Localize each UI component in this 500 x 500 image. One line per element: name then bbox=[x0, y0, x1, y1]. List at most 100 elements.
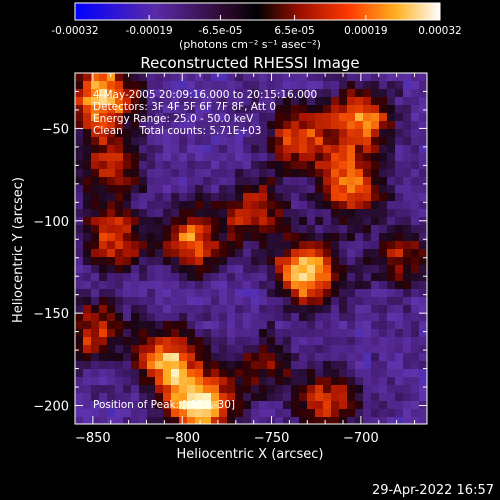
heatmap-pixel bbox=[339, 153, 348, 162]
heatmap-pixel bbox=[235, 401, 244, 410]
heatmap-pixel bbox=[307, 297, 316, 306]
heatmap-pixel bbox=[411, 73, 420, 82]
heatmap-pixel bbox=[315, 297, 324, 306]
heatmap-pixel bbox=[163, 225, 172, 234]
heatmap-pixel bbox=[363, 385, 372, 394]
heatmap-pixel bbox=[219, 337, 228, 346]
heatmap-pixel bbox=[331, 249, 340, 258]
heatmap-pixel bbox=[323, 145, 332, 154]
heatmap-pixel bbox=[195, 353, 204, 362]
heatmap-pixel bbox=[323, 137, 332, 146]
heatmap-pixel bbox=[187, 153, 196, 162]
heatmap-pixel bbox=[115, 249, 124, 258]
heatmap-pixel bbox=[219, 233, 228, 242]
heatmap-pixel bbox=[299, 361, 308, 370]
heatmap-pixel bbox=[123, 281, 132, 290]
heatmap-pixel bbox=[139, 409, 148, 418]
heatmap-pixel bbox=[339, 81, 348, 90]
heatmap-pixel bbox=[187, 241, 196, 250]
heatmap-pixel bbox=[179, 97, 188, 106]
heatmap-pixel bbox=[187, 289, 196, 298]
heatmap-pixel bbox=[243, 241, 252, 250]
heatmap-pixel bbox=[371, 345, 380, 354]
heatmap-pixel bbox=[171, 121, 180, 130]
heatmap-pixel bbox=[267, 305, 276, 314]
heatmap-pixel bbox=[107, 417, 116, 424]
heatmap-pixel bbox=[403, 193, 412, 202]
heatmap-pixel bbox=[195, 345, 204, 354]
heatmap-pixel bbox=[411, 377, 420, 386]
heatmap-pixel bbox=[187, 361, 196, 370]
heatmap-pixel bbox=[355, 73, 364, 82]
heatmap-pixel bbox=[203, 201, 212, 210]
heatmap-pixel bbox=[115, 73, 124, 82]
heatmap-pixel bbox=[187, 385, 196, 394]
heatmap-pixel bbox=[243, 153, 252, 162]
heatmap-pixel bbox=[163, 353, 172, 362]
heatmap-pixel bbox=[363, 369, 372, 378]
heatmap-pixel bbox=[283, 185, 292, 194]
heatmap-pixel bbox=[291, 345, 300, 354]
heatmap-pixel bbox=[195, 113, 204, 122]
heatmap-pixel bbox=[283, 297, 292, 306]
heatmap-pixel bbox=[187, 193, 196, 202]
heatmap-pixel bbox=[299, 201, 308, 210]
heatmap-pixel bbox=[363, 81, 372, 90]
heatmap-pixel bbox=[147, 361, 156, 370]
heatmap-pixel bbox=[299, 121, 308, 130]
heatmap-pixel bbox=[419, 281, 427, 290]
heatmap-pixel bbox=[315, 113, 324, 122]
heatmap-pixel bbox=[99, 337, 108, 346]
heatmap-pixel bbox=[267, 137, 276, 146]
heatmap-pixel bbox=[171, 329, 180, 338]
heatmap-pixel bbox=[411, 289, 420, 298]
heatmap-pixel bbox=[219, 353, 228, 362]
heatmap-pixel bbox=[243, 73, 252, 82]
heatmap-pixel bbox=[187, 337, 196, 346]
heatmap-pixel bbox=[331, 193, 340, 202]
heatmap-pixel bbox=[203, 217, 212, 226]
heatmap-pixel bbox=[323, 273, 332, 282]
heatmap-pixel bbox=[323, 169, 332, 178]
heatmap-pixel bbox=[339, 201, 348, 210]
heatmap-pixel bbox=[147, 145, 156, 154]
heatmap-pixel bbox=[163, 105, 172, 114]
heatmap-pixel bbox=[243, 185, 252, 194]
heatmap-pixel bbox=[419, 225, 427, 234]
heatmap-pixel bbox=[251, 417, 260, 424]
heatmap-pixel bbox=[131, 177, 140, 186]
heatmap-pixel bbox=[387, 393, 396, 402]
heatmap-pixel bbox=[403, 233, 412, 242]
heatmap-pixel bbox=[83, 145, 92, 154]
heatmap-pixel bbox=[347, 289, 356, 298]
heatmap-pixel bbox=[155, 377, 164, 386]
heatmap-pixel bbox=[115, 361, 124, 370]
heatmap-pixel bbox=[75, 281, 84, 290]
heatmap-pixel bbox=[203, 121, 212, 130]
heatmap-pixel bbox=[259, 137, 268, 146]
heatmap-pixel bbox=[195, 81, 204, 90]
heatmap-pixel bbox=[123, 249, 132, 258]
heatmap-pixel bbox=[387, 177, 396, 186]
heatmap-pixel bbox=[371, 265, 380, 274]
heatmap-pixel bbox=[235, 89, 244, 98]
heatmap-pixel bbox=[139, 233, 148, 242]
heatmap-pixel bbox=[259, 145, 268, 154]
heatmap-pixel bbox=[155, 385, 164, 394]
heatmap-pixel bbox=[275, 73, 284, 82]
heatmap-pixel bbox=[331, 73, 340, 82]
heatmap-pixel bbox=[227, 273, 236, 282]
heatmap-pixel bbox=[275, 177, 284, 186]
heatmap-pixel bbox=[163, 121, 172, 130]
heatmap-pixel bbox=[123, 225, 132, 234]
heatmap-pixel bbox=[235, 113, 244, 122]
heatmap-pixel bbox=[147, 369, 156, 378]
heatmap-pixel bbox=[219, 89, 228, 98]
heatmap-pixel bbox=[387, 145, 396, 154]
heatmap-pixel bbox=[195, 145, 204, 154]
heatmap-pixel bbox=[291, 137, 300, 146]
heatmap-pixel bbox=[163, 193, 172, 202]
heatmap-pixel bbox=[99, 361, 108, 370]
heatmap-pixel bbox=[163, 337, 172, 346]
heatmap-pixel bbox=[171, 305, 180, 314]
